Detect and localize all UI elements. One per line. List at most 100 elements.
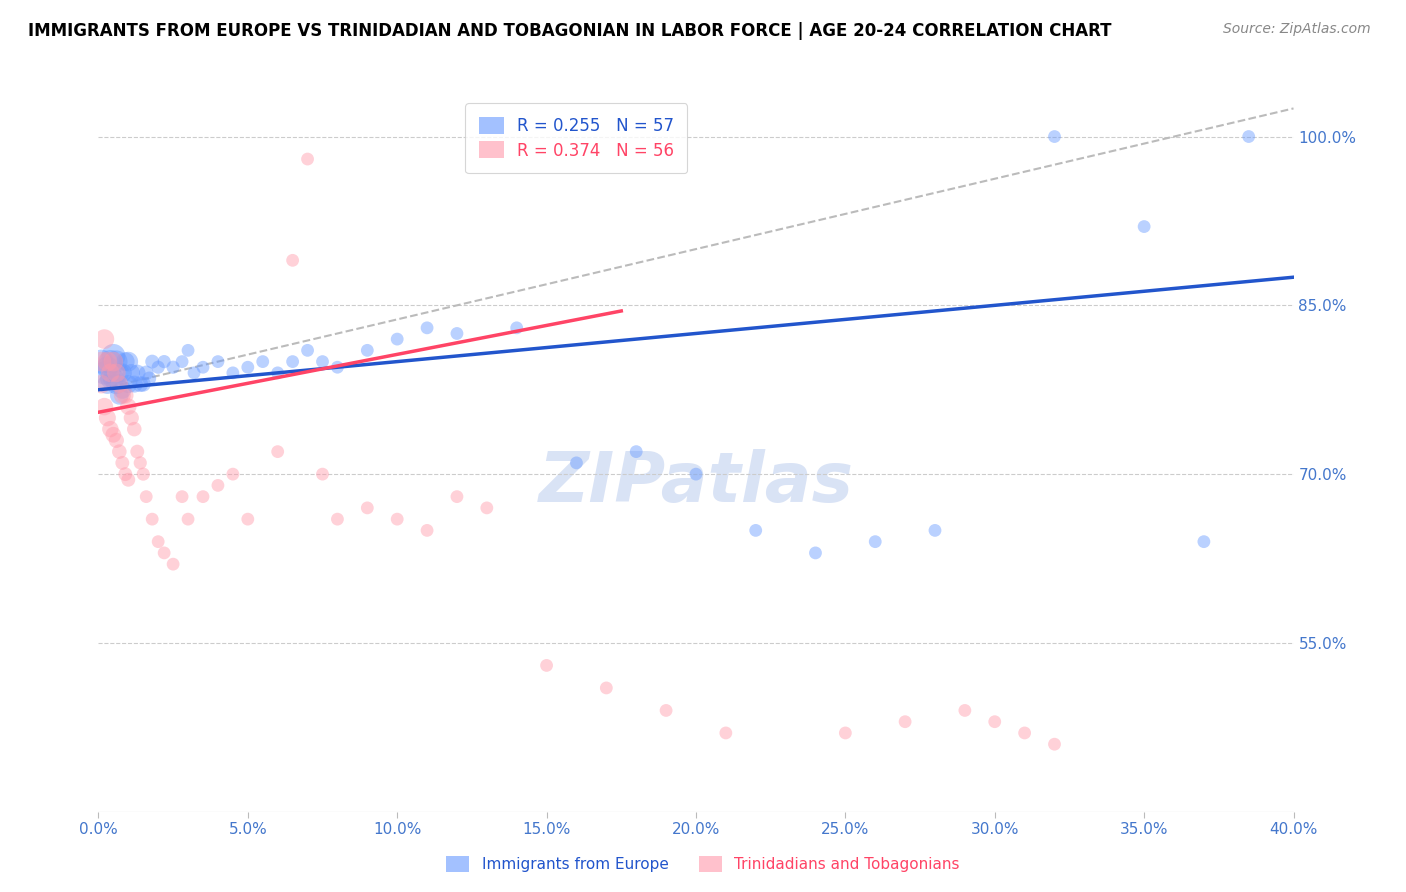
Point xyxy=(222,366,245,380)
Point xyxy=(138,371,160,385)
Point xyxy=(834,726,856,740)
Point xyxy=(385,332,409,346)
Point xyxy=(111,388,134,402)
Point xyxy=(685,467,707,482)
Point xyxy=(98,354,122,368)
Point xyxy=(714,726,737,740)
Point xyxy=(120,366,142,380)
Point xyxy=(135,490,157,504)
Point xyxy=(105,377,128,392)
Point xyxy=(894,714,917,729)
Point xyxy=(96,410,118,425)
Point xyxy=(90,354,112,368)
Point xyxy=(93,366,115,380)
Point xyxy=(124,377,146,392)
Point xyxy=(93,332,115,346)
Text: IMMIGRANTS FROM EUROPE VS TRINIDADIAN AND TOBAGONIAN IN LABOR FORCE | AGE 20-24 : IMMIGRANTS FROM EUROPE VS TRINIDADIAN AN… xyxy=(28,22,1112,40)
Point xyxy=(141,354,163,368)
Point xyxy=(356,500,378,515)
Point xyxy=(120,410,142,425)
Point xyxy=(129,456,152,470)
Point xyxy=(222,467,245,482)
Point xyxy=(326,360,349,375)
Point xyxy=(129,377,152,392)
Point xyxy=(162,360,184,375)
Point xyxy=(252,354,274,368)
Point xyxy=(135,366,157,380)
Point xyxy=(162,557,184,571)
Point xyxy=(148,534,170,549)
Point xyxy=(108,377,131,392)
Point xyxy=(191,360,214,375)
Point xyxy=(191,490,214,504)
Text: Source: ZipAtlas.com: Source: ZipAtlas.com xyxy=(1223,22,1371,37)
Point xyxy=(506,321,529,335)
Point xyxy=(236,512,259,526)
Point xyxy=(1133,219,1156,234)
Point xyxy=(595,681,617,695)
Point xyxy=(1192,534,1215,549)
Point xyxy=(90,354,112,368)
Point xyxy=(1237,129,1260,144)
Point xyxy=(108,388,131,402)
Point xyxy=(865,534,887,549)
Point xyxy=(655,703,678,717)
Point xyxy=(98,371,122,385)
Point xyxy=(1043,129,1066,144)
Point xyxy=(267,444,290,458)
Point xyxy=(475,500,498,515)
Point xyxy=(183,366,205,380)
Point xyxy=(90,377,112,392)
Point xyxy=(103,427,125,442)
Text: ZIPatlas: ZIPatlas xyxy=(538,449,853,516)
Point xyxy=(117,377,139,392)
Point xyxy=(111,456,134,470)
Point xyxy=(98,366,122,380)
Point xyxy=(153,546,176,560)
Point xyxy=(132,377,155,392)
Point xyxy=(117,473,139,487)
Point xyxy=(297,152,319,166)
Point xyxy=(132,467,155,482)
Point xyxy=(207,478,229,492)
Point xyxy=(96,377,118,392)
Point xyxy=(385,512,409,526)
Point xyxy=(924,524,946,538)
Point xyxy=(141,512,163,526)
Point xyxy=(1043,737,1066,751)
Point xyxy=(153,354,176,368)
Point xyxy=(297,343,319,358)
Point xyxy=(446,490,468,504)
Point xyxy=(103,349,125,363)
Point xyxy=(281,253,304,268)
Point xyxy=(108,444,131,458)
Point xyxy=(96,354,118,368)
Point xyxy=(124,422,146,436)
Point xyxy=(114,354,136,368)
Point xyxy=(117,400,139,414)
Point xyxy=(172,354,194,368)
Point xyxy=(281,354,304,368)
Point xyxy=(98,422,122,436)
Point xyxy=(207,354,229,368)
Point xyxy=(114,388,136,402)
Point xyxy=(446,326,468,341)
Point xyxy=(326,512,349,526)
Point xyxy=(105,354,128,368)
Point xyxy=(117,354,139,368)
Point xyxy=(172,490,194,504)
Point xyxy=(804,546,827,560)
Point xyxy=(103,354,125,368)
Point xyxy=(111,383,134,397)
Point xyxy=(236,360,259,375)
Point xyxy=(745,524,768,538)
Point xyxy=(356,343,378,358)
Point xyxy=(93,400,115,414)
Point xyxy=(103,371,125,385)
Point xyxy=(267,366,290,380)
Point xyxy=(416,321,439,335)
Point xyxy=(105,434,128,448)
Point xyxy=(416,524,439,538)
Point xyxy=(536,658,558,673)
Point xyxy=(105,366,128,380)
